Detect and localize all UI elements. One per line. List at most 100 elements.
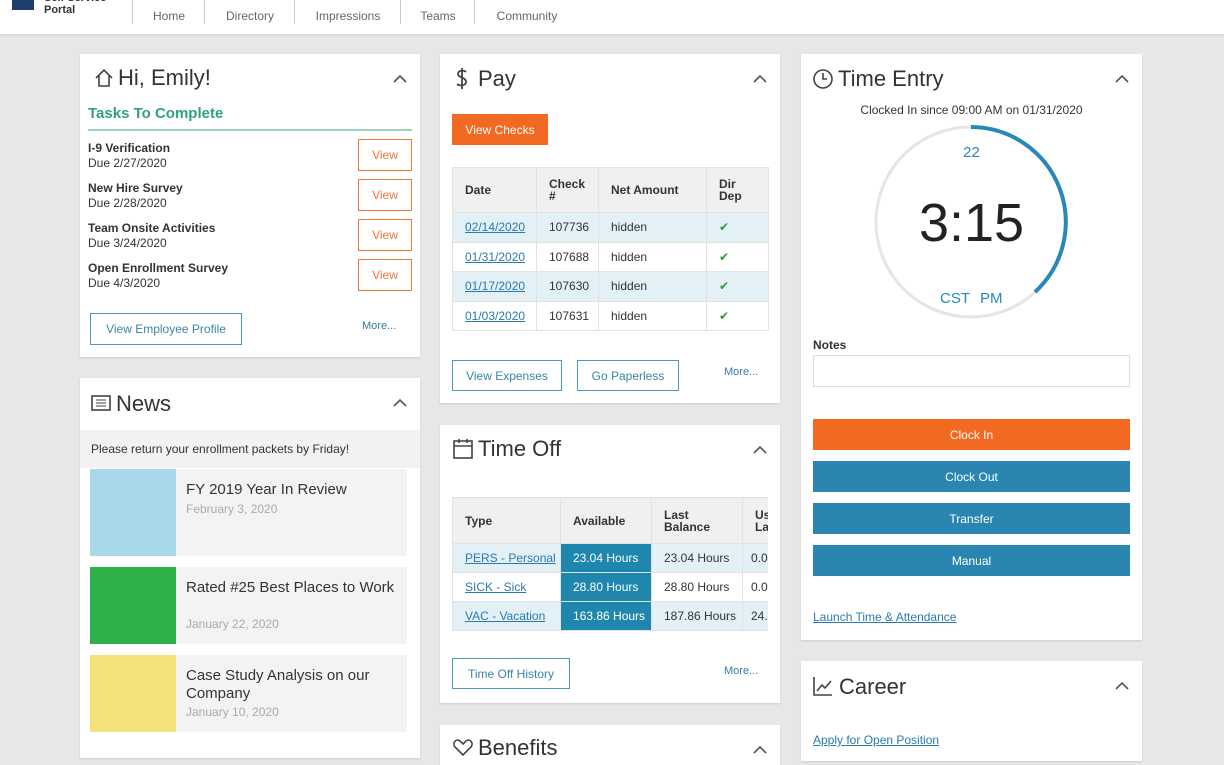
- paperless-button[interactable]: Go Paperless: [577, 360, 679, 391]
- table-cell: 187.86 Hours: [651, 601, 743, 631]
- more-link[interactable]: More...: [724, 366, 759, 378]
- task-due: Due 2/28/2020: [88, 196, 167, 210]
- task-view-button[interactable]: View: [358, 139, 412, 171]
- nav-item[interactable]: Home: [152, 9, 186, 23]
- collapse-toggle[interactable]: [1115, 74, 1129, 84]
- table-cell: 107736: [536, 212, 599, 243]
- collapse-toggle[interactable]: [753, 745, 767, 755]
- nav-separator: [204, 0, 205, 24]
- nav-bar: Self Service Portal Home Directory Impress…: [0, 0, 1224, 34]
- table-cell: 107631: [536, 300, 599, 331]
- time-button[interactable]: Manual: [813, 545, 1130, 576]
- card-title: News: [116, 391, 172, 416]
- history-button[interactable]: Time Off History: [452, 658, 570, 689]
- table-cell: ✔: [706, 241, 769, 272]
- nav-item[interactable]: Community: [496, 9, 558, 23]
- more-link[interactable]: More...: [362, 320, 397, 332]
- brand: Self Service Portal: [44, 0, 106, 16]
- nav-separator: [400, 0, 401, 24]
- nav-item[interactable]: Teams: [420, 9, 456, 23]
- clock-icon: [813, 69, 833, 89]
- column-header: Net Amount: [598, 167, 707, 213]
- time-button[interactable]: Transfer: [813, 503, 1130, 534]
- table-cell[interactable]: PERS - Personal: [452, 543, 561, 573]
- table-cell: 28.80 Hours: [560, 572, 652, 602]
- news-title: Rated #25 Best Places to Work: [186, 579, 395, 596]
- table-cell[interactable]: SICK - Sick: [452, 572, 561, 602]
- task-name: Open Enrollment Survey: [88, 261, 229, 275]
- task-view-button[interactable]: View: [358, 219, 412, 251]
- news-card: News Please return your enrollment packe…: [80, 378, 420, 758]
- news-date: January 22, 2020: [186, 617, 279, 631]
- column-header: Used Last: [742, 497, 768, 544]
- notes-input[interactable]: [813, 355, 1130, 387]
- column-header: Check #: [536, 167, 599, 213]
- notice: Please return your enrollment packets by…: [80, 430, 420, 468]
- table-cell: hidden: [598, 300, 707, 331]
- data-table: Date Check # Net Amount Dir Dep 02/14/2020 10…: [452, 167, 769, 331]
- time-button[interactable]: Clock Out: [813, 461, 1130, 492]
- collapse-toggle[interactable]: [393, 74, 407, 84]
- career-card: Career Apply for Open Position: [801, 661, 1142, 761]
- collapse-toggle[interactable]: [393, 398, 407, 408]
- nav-separator: [294, 0, 295, 24]
- clock-minutes: 22: [963, 144, 980, 161]
- card-title: Hi, Emily!: [118, 65, 211, 90]
- table-row: PERS - Personal 23.04 Hours 23.04 Hours 0.0…: [452, 543, 768, 573]
- table-cell[interactable]: 01/17/2020: [452, 271, 537, 302]
- news-title: Case Study Analysis on our Company: [186, 667, 370, 702]
- table-cell: hidden: [598, 241, 707, 272]
- table-cell: 23.04 Hours: [651, 543, 743, 573]
- task-view-button[interactable]: View: [358, 179, 412, 211]
- nav-item[interactable]: Impressions: [315, 9, 381, 23]
- clock-period: PM: [980, 290, 1003, 307]
- expenses-button[interactable]: View Expenses: [452, 360, 562, 391]
- launch-link[interactable]: Launch Time & Attendance: [813, 610, 957, 624]
- chart-icon: [813, 677, 832, 696]
- task-name: I-9 Verification: [88, 141, 171, 155]
- benefits-card: Benefits: [440, 725, 780, 765]
- time-button[interactable]: Clock In: [813, 419, 1130, 450]
- column-header: Date: [452, 167, 537, 213]
- news-item[interactable]: Case Study Analysis on our Company Januar…: [90, 655, 407, 732]
- clock-dial: [874, 125, 1068, 319]
- table-cell: hidden: [598, 212, 707, 243]
- table-cell: ✔: [706, 271, 769, 302]
- card-title: Career: [839, 674, 907, 699]
- table-row: 01/17/2020 107630 hidden ✔: [452, 271, 769, 302]
- table-cell: 163.86 Hours: [560, 601, 652, 631]
- collapse-toggle[interactable]: [753, 445, 767, 455]
- table-cell: 0.00: [742, 543, 768, 573]
- table-cell: 24.00: [742, 601, 768, 631]
- task-due: Due 4/3/2020: [88, 276, 161, 290]
- collapse-toggle[interactable]: [1115, 681, 1129, 691]
- table-cell: 107688: [536, 241, 599, 272]
- table-row: VAC - Vacation 163.86 Hours 187.86 Hours 24…: [452, 601, 768, 631]
- table-cell[interactable]: VAC - Vacation: [452, 601, 561, 631]
- news-date: February 3, 2020: [186, 502, 278, 516]
- more-link[interactable]: More...: [724, 665, 759, 677]
- news-item[interactable]: Rated #25 Best Places to Work January 22,…: [90, 567, 407, 644]
- task-name: Team Onsite Activities: [88, 221, 216, 235]
- nav-item[interactable]: Directory: [225, 9, 275, 23]
- column-header: Dir Dep: [706, 167, 769, 213]
- card-title: Benefits: [478, 735, 558, 760]
- news-thumbnail: [90, 655, 176, 732]
- news-item[interactable]: FY 2019 Year In Review February 3, 2020: [90, 469, 407, 556]
- clock-zone: CST: [940, 290, 970, 307]
- task-view-button[interactable]: View: [358, 259, 412, 291]
- apply-link[interactable]: Apply for Open Position: [813, 733, 940, 747]
- table-cell[interactable]: 02/14/2020: [452, 212, 537, 243]
- table-cell: 0.00: [742, 572, 768, 602]
- table-row: 02/14/2020 107736 hidden ✔: [452, 212, 769, 243]
- collapse-toggle[interactable]: [753, 74, 767, 84]
- task-due: Due 2/27/2020: [88, 156, 167, 170]
- table-cell[interactable]: 01/03/2020: [452, 300, 537, 331]
- table-cell[interactable]: 01/31/2020: [452, 241, 537, 272]
- profile-button[interactable]: View Employee Profile: [90, 313, 242, 345]
- view-checks-button[interactable]: View Checks: [452, 114, 548, 145]
